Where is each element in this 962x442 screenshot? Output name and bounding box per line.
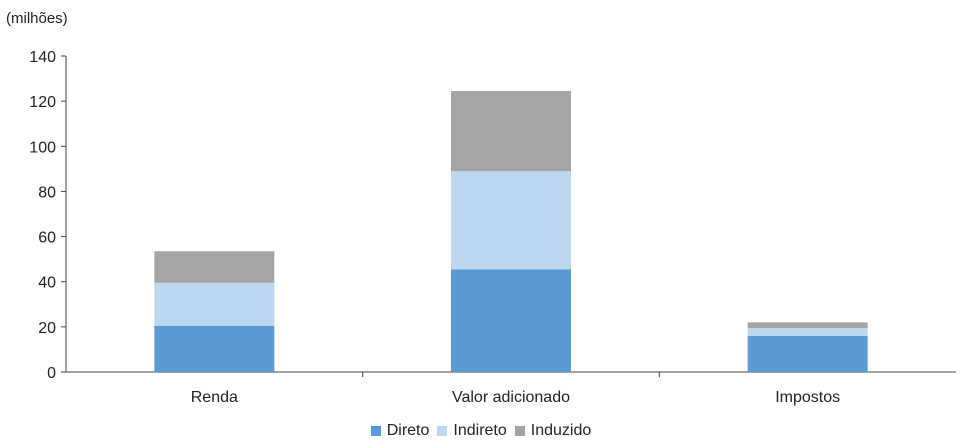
x-category-label: Impostos xyxy=(775,389,840,406)
bar-indireto-1 xyxy=(154,282,275,326)
legend-label: Indireto xyxy=(453,422,507,439)
y-tick-label: 120 xyxy=(29,94,56,111)
bar-induzido-3 xyxy=(747,322,868,328)
bar-direto-2 xyxy=(451,269,571,372)
x-category-label: Renda xyxy=(191,389,238,406)
y-tick-label: 40 xyxy=(38,275,56,292)
bar-indireto-3 xyxy=(747,327,868,336)
bar-indireto-2 xyxy=(451,171,571,270)
bar-induzido-1 xyxy=(154,251,275,283)
legend-label: Induzido xyxy=(530,422,592,439)
legend-swatch xyxy=(370,426,381,436)
legend-swatch xyxy=(437,426,448,436)
bar-direto-1 xyxy=(154,325,275,372)
y-tick-label: 100 xyxy=(29,139,56,156)
legend-label: Direto xyxy=(386,422,430,439)
y-tick-label: 80 xyxy=(38,184,56,201)
y-tick-label: 60 xyxy=(38,230,56,247)
x-category-label: Valor adicionado xyxy=(452,389,570,406)
legend-item-direto: Direto xyxy=(370,421,430,441)
y-tick-label: 0 xyxy=(47,365,56,382)
bar-direto-3 xyxy=(747,335,868,372)
bar-induzido-2 xyxy=(451,90,571,172)
legend-item-indireto: Indireto xyxy=(437,421,507,441)
y-axis-unit-label: (milhões) xyxy=(6,10,68,27)
y-tick-label: 140 xyxy=(29,49,56,66)
bars xyxy=(154,90,868,372)
legend-item-induzido: Induzido xyxy=(514,421,592,441)
legend-swatch xyxy=(514,426,525,436)
y-tick-label: 20 xyxy=(38,320,56,337)
legend: Direto Indireto Induzido xyxy=(0,421,962,442)
labels: 0 20 40 60 80 100 120 140 Renda Valor adicionado I… xyxy=(29,49,840,406)
